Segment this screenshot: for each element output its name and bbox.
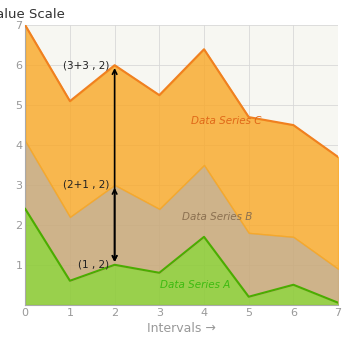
Text: Data Series A: Data Series A [160, 280, 230, 290]
Text: (2+1 , 2): (2+1 , 2) [63, 180, 109, 190]
X-axis label: Intervals →: Intervals → [147, 322, 216, 335]
Text: (1 , 2): (1 , 2) [78, 260, 109, 270]
Text: Value Scale: Value Scale [0, 8, 64, 21]
Text: Data Series B: Data Series B [182, 212, 253, 222]
Text: (3+3 , 2): (3+3 , 2) [63, 60, 109, 70]
Text: Data Series C: Data Series C [191, 116, 261, 126]
